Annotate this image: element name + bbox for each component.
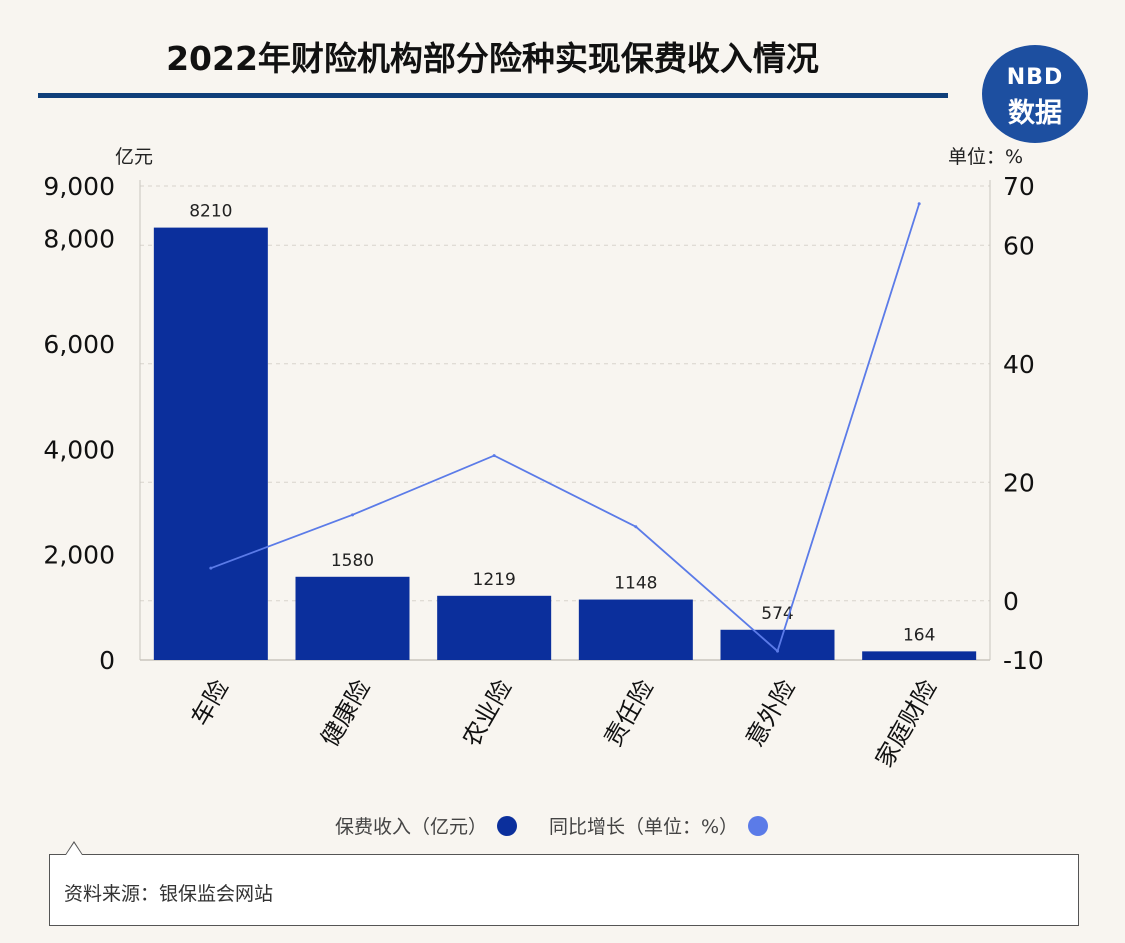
logo-text-data: 数据 bbox=[1008, 98, 1062, 129]
right-axis-tick-label: -10 bbox=[1003, 646, 1044, 675]
left-axis-tick-label: 8,000 bbox=[43, 225, 115, 254]
source-box: 资料来源：银保监会网站 bbox=[49, 854, 1079, 926]
growth-point bbox=[351, 513, 354, 517]
x-axis-tick-label: 健康险 bbox=[315, 675, 375, 751]
bar-value-label: 1580 bbox=[331, 551, 374, 571]
bar bbox=[295, 576, 410, 660]
left-axis-tick-label: 0 bbox=[99, 646, 115, 675]
chart-plot: 0 2,000 4,000 6,000 8,000 9,000 -10 0 20 40 60 70 82… bbox=[43, 172, 1044, 772]
growth-line bbox=[210, 203, 921, 653]
chart-title: 2022年财险机构部分险种实现保费收入情况 bbox=[166, 39, 819, 78]
bar bbox=[153, 227, 268, 660]
legend-marker-bar bbox=[496, 815, 517, 836]
x-axis-tick-label: 车险 bbox=[186, 675, 234, 731]
x-axis-tick-label: 责任险 bbox=[599, 675, 659, 751]
right-axis-tick-label: 20 bbox=[1003, 468, 1035, 497]
legend: 保费收入（亿元） 同比增长（单位：%） bbox=[0, 812, 1125, 839]
bar-value-label: 1219 bbox=[473, 570, 516, 590]
bar bbox=[720, 629, 835, 660]
right-axis-unit: 单位：% bbox=[948, 146, 1024, 168]
growth-point bbox=[209, 566, 213, 570]
legend-label-bar: 保费收入（亿元） bbox=[334, 816, 487, 838]
bar bbox=[437, 595, 552, 660]
growth-point bbox=[634, 525, 638, 529]
right-axis-tick-label: 0 bbox=[1003, 587, 1019, 616]
nbd-logo: NBD 数据 bbox=[982, 45, 1088, 143]
x-axis-tick-label: 意外险 bbox=[740, 675, 800, 751]
left-axis-tick-label: 6,000 bbox=[43, 330, 115, 359]
left-axis-tick-label: 9,000 bbox=[43, 172, 115, 201]
legend-marker-line bbox=[748, 815, 769, 836]
left-axis-unit: 亿元 bbox=[115, 146, 154, 168]
left-axis-tick-label: 2,000 bbox=[43, 541, 115, 570]
bar bbox=[578, 599, 693, 660]
logo-text-nbd: NBD bbox=[1006, 65, 1064, 90]
bar-value-label: 1148 bbox=[614, 574, 657, 594]
legend-label-line: 同比增长（单位：%） bbox=[548, 816, 739, 838]
bar-value-label: 164 bbox=[903, 625, 935, 645]
growth-point bbox=[492, 454, 496, 458]
source-text: 资料来源：银保监会网站 bbox=[64, 883, 274, 905]
growth-point bbox=[917, 202, 921, 206]
growth-point bbox=[776, 649, 779, 653]
bar bbox=[862, 651, 977, 660]
right-axis-tick-label: 70 bbox=[1003, 172, 1035, 201]
right-axis-tick-label: 40 bbox=[1003, 350, 1035, 379]
title-underline bbox=[38, 93, 948, 98]
right-axis-tick-label: 60 bbox=[1003, 231, 1035, 260]
x-axis-tick-label: 家庭财险 bbox=[870, 675, 942, 772]
bar-value-label: 8210 bbox=[189, 202, 232, 222]
left-axis-tick-label: 4,000 bbox=[43, 435, 115, 464]
bar-value-label: 574 bbox=[761, 604, 793, 624]
x-axis-tick-label: 农业险 bbox=[457, 675, 517, 751]
